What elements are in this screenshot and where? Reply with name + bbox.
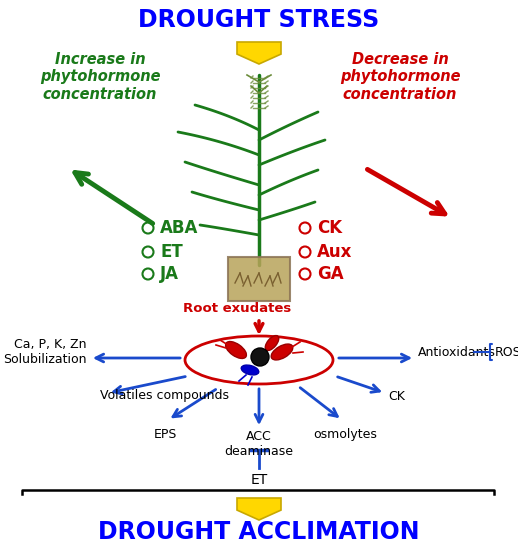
Text: osmolytes: osmolytes — [313, 428, 377, 441]
Text: Root exudates: Root exudates — [183, 301, 291, 315]
Text: DROUGHT ACCLIMATION: DROUGHT ACCLIMATION — [98, 520, 420, 544]
Text: GA: GA — [317, 265, 343, 283]
Circle shape — [251, 348, 269, 366]
Ellipse shape — [225, 342, 247, 359]
Text: Ca, P, K, Zn
Solubilization: Ca, P, K, Zn Solubilization — [4, 338, 87, 366]
Text: EPS: EPS — [153, 428, 177, 441]
Polygon shape — [237, 42, 281, 64]
Text: JA: JA — [160, 265, 179, 283]
Text: ROS: ROS — [495, 345, 518, 359]
Text: ET: ET — [160, 243, 183, 261]
Ellipse shape — [265, 336, 279, 350]
Text: Aux: Aux — [317, 243, 352, 261]
Text: CK: CK — [388, 389, 405, 403]
Text: ET: ET — [250, 473, 268, 487]
Text: Decrease in
phytohormone
concentration: Decrease in phytohormone concentration — [340, 52, 461, 102]
FancyBboxPatch shape — [228, 257, 290, 301]
Text: DROUGHT STRESS: DROUGHT STRESS — [138, 8, 380, 32]
Polygon shape — [237, 498, 281, 520]
Text: ABA: ABA — [160, 219, 198, 237]
Text: Increase in
phytohormone
concentration: Increase in phytohormone concentration — [40, 52, 160, 102]
Text: CK: CK — [317, 219, 342, 237]
Text: Volatiles compounds: Volatiles compounds — [100, 389, 229, 403]
Ellipse shape — [241, 365, 259, 375]
Text: Antioxidants: Antioxidants — [418, 345, 496, 359]
Ellipse shape — [271, 344, 293, 360]
Text: ACC
deaminase: ACC deaminase — [224, 430, 294, 458]
